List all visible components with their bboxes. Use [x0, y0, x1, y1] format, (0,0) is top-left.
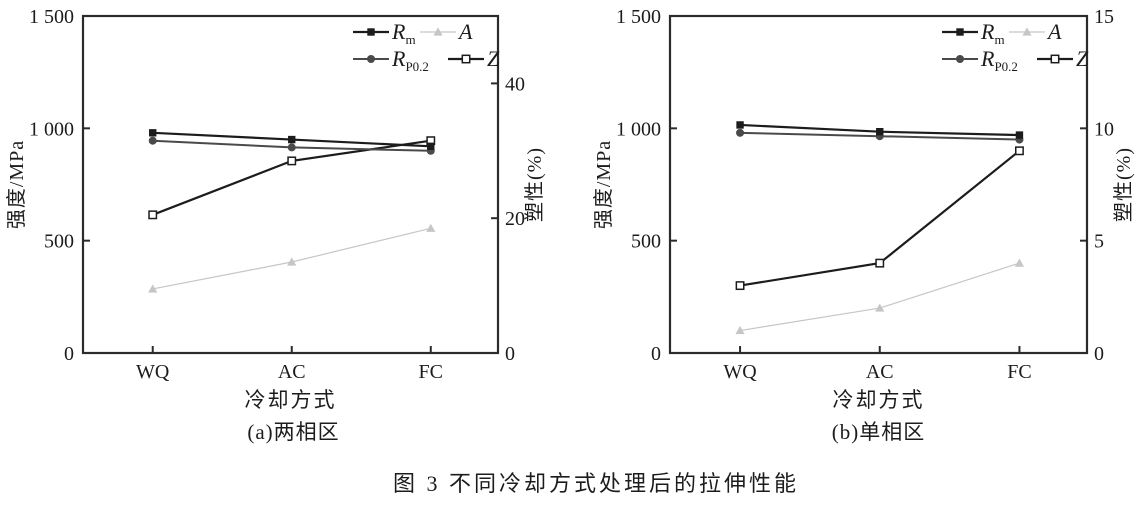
left-axis-tick-label: 1 000	[29, 118, 74, 140]
plot-border	[668, 14, 1089, 355]
series-marker-RP0.2	[148, 136, 157, 145]
series-marker-A	[426, 223, 436, 232]
legend-label-Rm: Rm	[391, 19, 416, 47]
series-line-A	[739, 262, 1020, 332]
subtitle-a: (a)两相区	[247, 420, 340, 444]
series-marker-Rm	[427, 142, 435, 151]
series-marker-Rm	[1015, 131, 1024, 139]
legend-marker-RP0.2	[956, 55, 964, 63]
right-axis-tick-label: 10	[1094, 118, 1114, 140]
series-marker-Z	[287, 156, 297, 166]
series-marker-Z	[735, 281, 745, 291]
left-axis-tick-label: 500	[44, 231, 74, 253]
series-marker-Z	[148, 210, 158, 220]
left-axis-tick-label: 1 000	[616, 118, 661, 140]
legend-label-Rm: Rm	[980, 19, 1005, 47]
legend-label-Z: Z	[487, 46, 500, 71]
x-axis-tick-label: AC	[866, 361, 894, 382]
left-axis-tick-label: 0	[651, 343, 661, 365]
legend-marker-Rm	[956, 28, 964, 36]
right-axis-tick-label: 0	[1094, 343, 1104, 365]
legend-marker-A	[433, 27, 443, 36]
right-axis-tick-label: 15	[1094, 6, 1114, 28]
chart-b: 0 500 1 000 1 500 0 5 10 15 WQ AC FC 强度/MPa 塑性(%) Rm A…	[592, 6, 1135, 382]
legend-label-RP0.2: RP0.2	[391, 46, 429, 74]
series-marker-RP0.2	[736, 128, 745, 137]
series-marker-A	[735, 325, 745, 335]
series-marker-Rm	[736, 121, 744, 129]
series-marker-Rm	[876, 128, 884, 136]
chart-element: P0.2	[994, 59, 1017, 74]
series-marker-A	[148, 284, 158, 293]
legend-label-A: A	[1046, 19, 1062, 44]
x-axis-tick-label: FC	[419, 361, 443, 382]
series-marker-A	[1014, 258, 1025, 267]
right-axis-tick-label: 20	[505, 208, 525, 230]
left-axis-tick-label: 1 500	[616, 6, 661, 28]
chart-a: 0 500 1 000 1 500 0 20 40 WQ AC FC 强度/MPa 塑性(%) Rm A R…	[5, 6, 546, 382]
legend-marker-Z	[461, 54, 471, 64]
figure-caption: 图 3 不同冷却方式处理后的拉伸性能	[392, 471, 799, 496]
plot-border	[81, 14, 500, 355]
legend-label-RP0.2: RP0.2	[980, 46, 1018, 74]
series-marker-Z	[875, 258, 885, 268]
x-axis-tick-label: WQ	[136, 361, 170, 382]
series-marker-Rm	[149, 129, 157, 137]
legend-marker-A	[1022, 27, 1032, 36]
x-axis-tick-label: FC	[1007, 361, 1031, 382]
left-axis-tick-label: 1 500	[29, 6, 74, 28]
series-marker-A	[875, 303, 885, 312]
left-axis-title: 强度/MPa	[592, 140, 615, 229]
series-marker-Z	[1014, 146, 1024, 156]
x-axis-label-a: 冷却方式	[244, 388, 337, 412]
x-axis-label-b: 冷却方式	[832, 388, 925, 412]
right-axis-title: 塑性(%)	[1112, 147, 1135, 222]
legend-label-Z: Z	[1076, 46, 1089, 71]
series-marker-Rm	[288, 135, 296, 144]
legend-label-A: A	[457, 19, 473, 44]
chart-panel-a: 0 500 1 000 1 500 0 20 40 WQ AC FC 强度/MPa 塑性(%) Rm A R…	[0, 0, 571, 460]
chart-element: m	[405, 32, 415, 47]
series-marker-A	[287, 257, 297, 266]
chart-element: m	[994, 32, 1004, 47]
legend-marker-Z	[1050, 54, 1060, 64]
legend-marker-Rm	[367, 28, 375, 36]
series-line-Z	[152, 139, 431, 216]
right-axis-tick-label: 5	[1094, 231, 1104, 253]
right-axis-tick-label: 0	[505, 343, 515, 365]
x-axis-tick-label: AC	[278, 361, 306, 382]
chart-panel-b: 0 500 1 000 1 500 0 5 10 15 WQ AC FC 强度/MPa 塑性(%) Rm A…	[571, 0, 1142, 460]
left-axis-tick-label: 500	[631, 231, 661, 253]
subtitle-b: (b)单相区	[831, 420, 926, 444]
left-axis-tick-label: 0	[64, 343, 74, 365]
left-axis-title: 强度/MPa	[5, 140, 28, 229]
x-axis-tick-label: WQ	[723, 361, 757, 382]
legend-marker-RP0.2	[367, 55, 375, 63]
right-axis-tick-label: 40	[505, 73, 525, 95]
right-axis-title: 塑性(%)	[523, 147, 546, 222]
chart-element: P0.2	[405, 59, 428, 74]
series-marker-RP0.2	[287, 143, 296, 152]
